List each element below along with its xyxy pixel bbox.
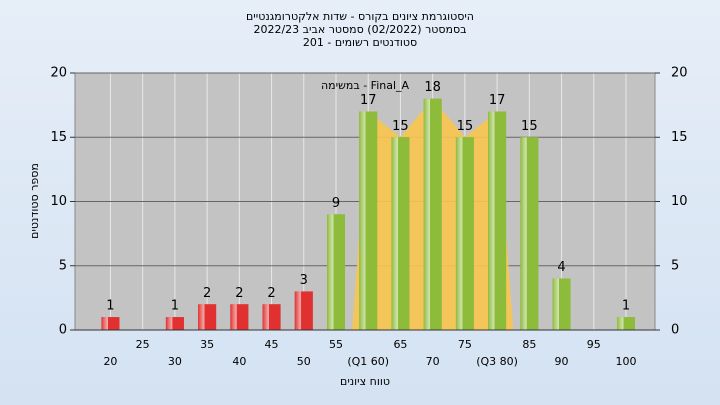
bar: [359, 111, 378, 330]
chart-subtitle: בסמסטר (02/2022) סמסטר אביב 2022/23: [253, 23, 466, 36]
value-label: 17: [360, 93, 377, 108]
bar: [230, 304, 249, 330]
value-label: 17: [489, 93, 506, 108]
value-label: 2: [203, 286, 211, 301]
bar: [165, 317, 184, 330]
value-label: 15: [457, 119, 474, 134]
bar: [455, 137, 474, 330]
x-tick-label: 100: [616, 355, 637, 368]
chart-subtitle: סטודנטים רשומים - 201: [303, 36, 417, 49]
bar: [262, 304, 281, 330]
y2-tick-label: 5: [671, 258, 679, 273]
x-tick-label: 90: [555, 355, 569, 368]
x-tick-label: 55: [329, 338, 343, 351]
y-tick-label: 5: [59, 258, 67, 273]
value-label: 2: [267, 286, 275, 301]
bar: [101, 317, 120, 330]
x-tick-label: 95: [587, 338, 601, 351]
y2-tick-label: 0: [671, 323, 679, 338]
bar: [520, 137, 539, 330]
bar: [198, 304, 217, 330]
y-tick-label: 20: [50, 66, 67, 81]
x-tick-label: 20: [103, 355, 117, 368]
value-label: 1: [622, 299, 630, 314]
x-tick-label: 75: [458, 338, 472, 351]
annotation: במשימה - Final_A: [321, 79, 410, 92]
value-label: 15: [392, 119, 409, 134]
x-tick-label: 40: [232, 355, 246, 368]
y-tick-label: 10: [50, 194, 67, 209]
y2-tick-label: 15: [671, 130, 688, 145]
y-axis-label: מספר סטודנטים: [28, 163, 41, 239]
y2-tick-label: 10: [671, 194, 688, 209]
y-tick-label: 15: [50, 130, 67, 145]
x-tick-label: (Q1 60): [347, 355, 389, 368]
x-tick-label: (Q3 80): [476, 355, 518, 368]
value-label: 2: [235, 286, 243, 301]
y2-tick-label: 20: [671, 66, 688, 81]
x-tick-label: 45: [265, 338, 279, 351]
bar: [423, 98, 442, 330]
bar: [488, 111, 507, 330]
y-tick-label: 0: [59, 323, 67, 338]
bar: [294, 291, 313, 330]
value-label: 4: [557, 260, 565, 275]
x-tick-label: 50: [297, 355, 311, 368]
value-label: 15: [521, 119, 538, 134]
x-tick-label: 70: [426, 355, 440, 368]
value-label: 9: [332, 196, 340, 211]
value-label: 3: [300, 273, 308, 288]
bar: [617, 317, 635, 330]
x-axis-label: טווח ציונים: [340, 375, 390, 388]
chart-title: היסטוגרמת ציונים בקורס - שדות אלקטרומגנט…: [246, 10, 474, 23]
value-label: 1: [171, 299, 179, 314]
x-tick-label: 85: [522, 338, 536, 351]
bar: [327, 214, 345, 330]
x-tick-label: 30: [168, 355, 182, 368]
x-tick-label: 35: [200, 338, 214, 351]
bar: [391, 137, 410, 330]
bar: [552, 278, 571, 330]
x-tick-label: 65: [393, 338, 407, 351]
value-label: 1: [106, 299, 114, 314]
value-label: 18: [424, 80, 441, 95]
x-tick-label: 25: [136, 338, 150, 351]
